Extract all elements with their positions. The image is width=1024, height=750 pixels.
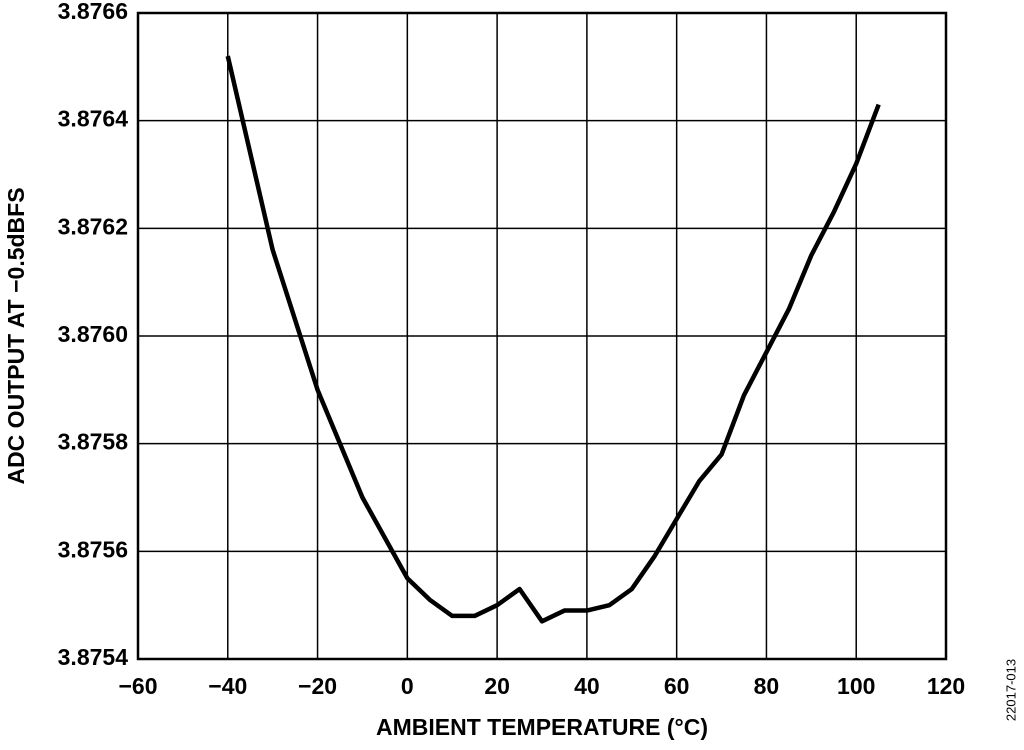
x-tick-label: 100 [837,673,875,699]
data-line [225,55,881,624]
x-tick-label: −20 [298,673,337,699]
y-tick-label: 3.8764 [58,106,129,132]
y-axis-title: ADC OUTPUT AT −0.5dBFS [3,187,29,484]
x-tick-label: 20 [484,673,510,699]
x-axis-title: AMBIENT TEMPERATURE (°C) [376,714,708,740]
x-tick-label: 60 [664,673,690,699]
plot-frame [136,11,948,661]
y-tick-label: 3.8762 [58,213,128,239]
y-tick-label: 3.8766 [58,0,128,24]
x-tick-label: 0 [401,673,414,699]
x-tick-label: −60 [118,673,157,699]
x-tick-label: 40 [574,673,600,699]
y-tick-label: 3.8760 [58,321,128,347]
x-tick-label: −40 [208,673,247,699]
x-tick-label: 120 [927,673,965,699]
x-tick-label: 80 [754,673,780,699]
y-tick-label: 3.8758 [58,429,129,455]
y-tick-label: 3.8756 [58,536,128,562]
figure-id: 22017-013 [1003,659,1018,721]
y-tick-label: 3.8754 [58,644,129,670]
